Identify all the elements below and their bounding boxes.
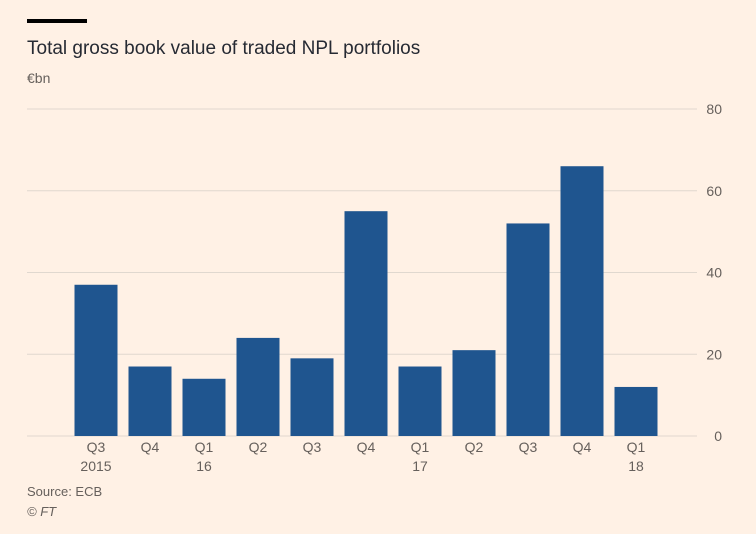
y-tick-label: 40 — [706, 265, 722, 281]
x-tick-label: Q4 — [357, 439, 376, 455]
bar — [344, 211, 388, 436]
x-tick-label: Q1 — [627, 439, 646, 455]
bar — [236, 337, 280, 436]
x-tick-label: Q4 — [573, 439, 592, 455]
header-rule — [27, 19, 87, 23]
bar — [506, 223, 550, 436]
y-tick-label: 20 — [706, 346, 722, 362]
y-tick-label: 80 — [706, 101, 722, 117]
x-tick-label: Q4 — [141, 439, 160, 455]
x-tick-label: Q2 — [249, 439, 268, 455]
bar — [452, 350, 496, 436]
y-axis-labels: 0 20 40 60 80 — [706, 101, 722, 444]
x-year-label: 16 — [196, 458, 212, 474]
bar — [74, 284, 118, 436]
x-tick-label: Q3 — [519, 439, 538, 455]
y-tick-label: 0 — [714, 428, 722, 444]
bar — [614, 386, 658, 436]
bar — [560, 166, 604, 436]
x-tick-label: Q1 — [411, 439, 430, 455]
x-year-label: 18 — [628, 458, 644, 474]
x-year-label: 2015 — [80, 458, 111, 474]
y-tick-label: 60 — [706, 183, 722, 199]
bar — [290, 358, 334, 436]
source-note: Source: ECB — [27, 484, 103, 499]
x-year-label: 17 — [412, 458, 428, 474]
bar — [128, 366, 172, 436]
unit-label: €bn — [27, 70, 51, 86]
bar — [182, 378, 226, 436]
x-tick-label: Q3 — [87, 439, 106, 455]
x-tick-label: Q1 — [195, 439, 214, 455]
x-tick-label: Q3 — [303, 439, 322, 455]
bars — [74, 166, 658, 436]
chart-title: Total gross book value of traded NPL por… — [27, 38, 421, 59]
bar — [398, 366, 442, 436]
copyright-note: © FT — [27, 504, 57, 519]
x-tick-label: Q2 — [465, 439, 484, 455]
x-axis-labels: Q3 2015 Q4 Q1 16 Q2 Q3 Q4 Q1 17 Q2 Q3 Q4 Q1 18 — [80, 439, 645, 474]
